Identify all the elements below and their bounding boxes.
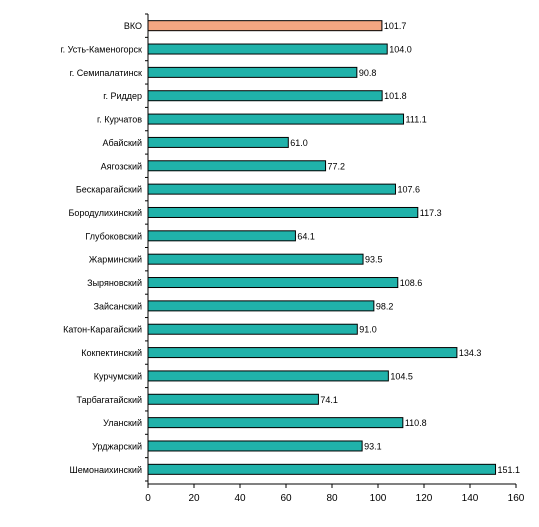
category-label: Шемонаихинский (70, 465, 142, 475)
category-label: Тарбагатайский (77, 395, 143, 405)
value-label: 134.3 (459, 348, 482, 358)
bar-17 (147, 417, 404, 429)
x-tick-label: 160 (508, 493, 525, 504)
value-label: 151.1 (498, 465, 521, 475)
category-label: г. Усть-Каменогорск (60, 45, 142, 55)
bar-3 (147, 90, 383, 102)
x-tick-label: 0 (145, 493, 151, 504)
value-label: 107.6 (397, 185, 420, 195)
bar-15 (147, 370, 389, 382)
category-label: Зайсанский (94, 301, 142, 311)
x-tick-label: 100 (370, 493, 387, 504)
bar-13 (147, 323, 358, 335)
category-label: Жарминский (89, 255, 142, 265)
value-label: 101.8 (384, 91, 407, 101)
x-tick-label: 80 (326, 493, 338, 504)
category-label: ВКО (124, 21, 142, 31)
value-label: 104.5 (390, 371, 413, 381)
bar-10 (147, 253, 364, 265)
bar-5 (147, 136, 289, 148)
x-tick-label: 140 (462, 493, 479, 504)
category-label: Урджарский (92, 441, 142, 451)
category-label: Абайский (103, 138, 142, 148)
bar-2 (147, 66, 358, 78)
value-label: 117.3 (420, 208, 442, 218)
labels-layer: ВКО 101.7 г. Усть-Каменогорск 104.0 г. Семип… (60, 21, 520, 475)
x-tick-label: 20 (188, 493, 200, 504)
value-label: 93.5 (365, 255, 383, 265)
category-label: Бородулихинский (68, 208, 142, 218)
x-tick-label: 120 (416, 493, 433, 504)
value-label: 64.1 (297, 231, 315, 241)
x-tick-label: 40 (234, 493, 246, 504)
category-label: Зыряновский (87, 278, 142, 288)
bar-0 (147, 20, 383, 32)
value-label: 74.1 (320, 395, 338, 405)
value-label: 110.8 (405, 418, 427, 428)
bar-4 (147, 113, 405, 125)
bar-19 (147, 463, 497, 475)
axis-layer: 0 20 40 60 80 100 120 140 160 (145, 13, 525, 504)
bar-11 (147, 277, 399, 289)
x-tick-label: 60 (280, 493, 292, 504)
value-label: 77.2 (328, 161, 346, 171)
value-label: 91.0 (359, 325, 377, 335)
value-label: 111.1 (406, 115, 427, 125)
bar-9 (147, 230, 296, 242)
category-label: Катон-Карагайский (63, 325, 142, 335)
value-label: 93.1 (364, 441, 382, 451)
value-label: 90.8 (359, 68, 377, 78)
bar-1 (147, 43, 388, 55)
category-label: г. Курчатов (97, 115, 142, 125)
bar-14 (147, 347, 458, 359)
bar-16 (147, 393, 319, 405)
value-label: 101.7 (384, 21, 407, 31)
bar-12 (147, 300, 375, 312)
bar-8 (147, 206, 419, 218)
bar-7 (147, 183, 396, 195)
category-label: Уланский (103, 418, 142, 428)
bar-18 (147, 440, 363, 452)
category-label: Кокпектинский (81, 348, 142, 358)
category-label: Курчумский (94, 371, 142, 381)
bar-6 (147, 160, 327, 172)
value-label: 61.0 (290, 138, 308, 148)
category-label: Бескарагайский (76, 185, 142, 195)
value-label: 98.2 (376, 301, 394, 311)
bars-layer (147, 20, 497, 475)
value-label: 108.6 (400, 278, 423, 288)
category-label: г. Семипалатинск (70, 68, 142, 78)
category-label: Глубоковский (85, 231, 142, 241)
category-label: г. Риддер (103, 91, 142, 101)
value-label: 104.0 (389, 45, 412, 55)
category-label: Аягозский (101, 161, 142, 171)
